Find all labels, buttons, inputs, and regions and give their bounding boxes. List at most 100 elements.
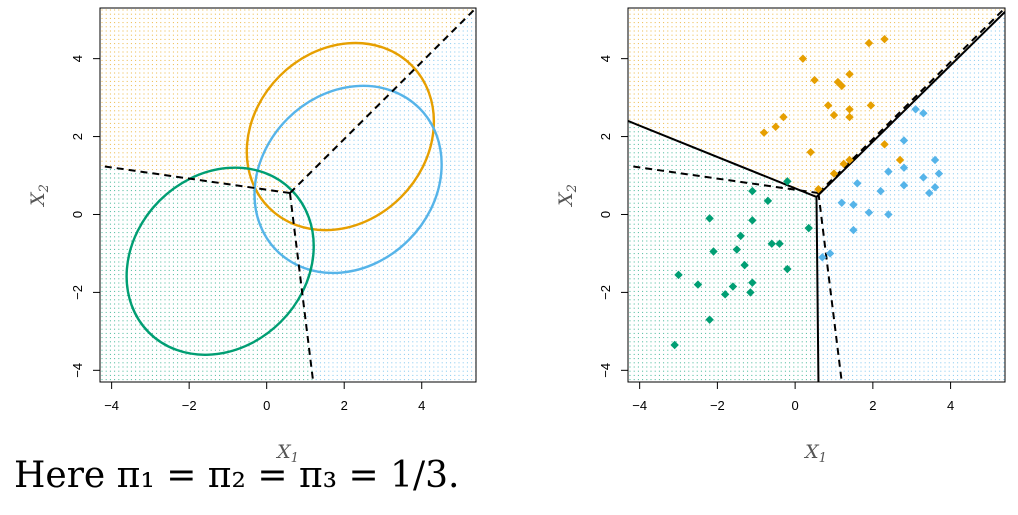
- class1-point: [829, 169, 839, 178]
- y-tick-label: −2: [598, 285, 613, 300]
- class2-point: [919, 173, 928, 182]
- class2-point: [899, 136, 909, 145]
- left-ellipses: [125, 41, 443, 356]
- y-tick-label: 0: [70, 211, 85, 218]
- class2-point: [849, 225, 858, 235]
- bayes-boundary-line: [289, 8, 476, 194]
- y-tick-label: 0: [598, 211, 613, 218]
- right-panel: −4 −2 0 2 4 −4 −2 0 2 4 X1 X2: [555, 7, 1006, 466]
- right-x-axis-title: X1: [803, 441, 827, 466]
- class3-point: [783, 264, 792, 274]
- x-tick-label: 0: [792, 398, 799, 413]
- x-tick-label: 4: [418, 398, 425, 413]
- class3-point: [693, 280, 703, 289]
- class1-point: [823, 101, 833, 110]
- left-background-regions: [101, 9, 476, 381]
- class3-point: [763, 196, 773, 206]
- class2-point: [876, 186, 885, 196]
- class1-point: [880, 140, 889, 149]
- class2-point: [925, 188, 934, 198]
- class2-point: [825, 249, 835, 258]
- class3-point: [720, 290, 730, 299]
- class3-point: [705, 214, 714, 223]
- left-y-axis-title: X2: [27, 184, 52, 208]
- class2-point: [864, 208, 874, 217]
- class1-point: [829, 110, 839, 120]
- class2-ellipse: [253, 84, 443, 275]
- class3-point: [728, 282, 738, 291]
- right-points: [670, 34, 944, 350]
- left-boundaries: [100, 8, 476, 382]
- x-tick-label: 4: [947, 398, 954, 413]
- class1-point: [759, 128, 769, 137]
- x-tick-label: 2: [869, 398, 876, 413]
- class1-point: [806, 147, 815, 157]
- class1-point: [779, 112, 788, 122]
- class3-point: [804, 223, 813, 233]
- class3-point: [705, 315, 714, 324]
- class3-point: [670, 340, 679, 350]
- class1-point: [814, 184, 823, 194]
- class2-point: [934, 169, 944, 178]
- class3-point: [767, 239, 777, 248]
- class1-point: [845, 155, 854, 165]
- class2-point: [849, 200, 858, 209]
- right-x-axis: −4 −2 0 2 4: [632, 382, 954, 413]
- y-tick-label: −4: [70, 363, 85, 378]
- bayes-boundary-line: [817, 192, 843, 382]
- left-x-axis-title: X1: [275, 441, 299, 466]
- x-tick-label: −4: [104, 398, 119, 413]
- class2-point: [911, 105, 920, 114]
- class3-point: [736, 231, 745, 241]
- class2-point: [837, 198, 846, 207]
- class3-point: [732, 245, 742, 254]
- class1-point: [837, 81, 846, 91]
- left-y-axis: −4 −2 0 2 4: [70, 55, 100, 378]
- y-tick-label: −2: [70, 285, 85, 300]
- bayes-boundary-line: [817, 8, 1005, 194]
- left-plot-frame: [99, 7, 477, 383]
- left-x-axis: −4 −2 0 2 4: [104, 382, 425, 413]
- class1-point: [771, 122, 780, 132]
- class3-point: [783, 177, 792, 186]
- class1-point: [845, 112, 854, 122]
- class1-point: [845, 70, 854, 79]
- class1-point: [880, 34, 889, 44]
- lda-boundary-line: [815, 196, 820, 382]
- class1-point: [845, 105, 854, 114]
- bayes-boundary-line: [628, 164, 819, 195]
- class2-point: [919, 108, 928, 118]
- class2-point: [884, 167, 893, 176]
- class2-point: [899, 181, 909, 190]
- y-tick-label: −4: [598, 363, 613, 378]
- x-tick-label: −2: [182, 398, 197, 413]
- class1-point: [866, 101, 876, 110]
- class2-point: [930, 155, 940, 165]
- class3-point: [740, 260, 749, 270]
- class2-point: [899, 163, 909, 172]
- class1-point: [798, 54, 808, 63]
- right-plot-frame: [627, 7, 1006, 383]
- class3-point: [709, 247, 718, 256]
- class3-point: [748, 186, 757, 196]
- left-panel: −4 −2 0 2 4 −4 −2 0 2 4 X1 X2: [27, 7, 477, 466]
- x-tick-label: 0: [263, 398, 270, 413]
- class1-point: [810, 75, 819, 85]
- right-boundaries: [628, 8, 1005, 382]
- right-y-axis: −4 −2 0 2 4: [598, 55, 628, 378]
- class3-point: [775, 239, 784, 248]
- y-tick-label: 4: [598, 55, 613, 62]
- lda-boundary-line: [815, 11, 1005, 198]
- right-background-regions: [629, 9, 1005, 381]
- x-tick-label: 2: [341, 398, 348, 413]
- lda-boundary-line: [628, 120, 817, 198]
- class2-point: [884, 210, 893, 219]
- bayes-boundary-line: [100, 164, 291, 195]
- y-tick-label: 2: [598, 133, 613, 140]
- class3-point: [748, 216, 757, 225]
- class3-point: [746, 288, 755, 297]
- right-y-axis-title: X2: [555, 184, 580, 208]
- class2-point: [818, 253, 827, 262]
- class1-point: [839, 159, 848, 169]
